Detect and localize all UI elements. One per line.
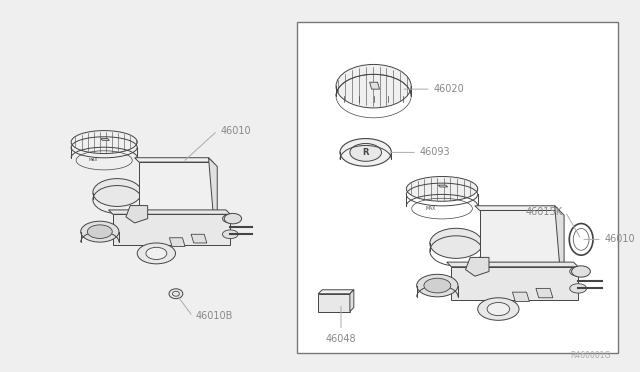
- Polygon shape: [318, 290, 354, 294]
- Ellipse shape: [336, 64, 411, 108]
- Polygon shape: [109, 210, 230, 214]
- Ellipse shape: [71, 131, 137, 154]
- Polygon shape: [318, 294, 350, 311]
- Polygon shape: [134, 158, 213, 162]
- Polygon shape: [465, 257, 489, 276]
- Ellipse shape: [93, 179, 141, 206]
- Text: R: R: [362, 148, 369, 157]
- Ellipse shape: [223, 214, 238, 223]
- Ellipse shape: [570, 267, 587, 276]
- Polygon shape: [536, 288, 553, 298]
- Text: 46010: 46010: [605, 234, 636, 244]
- Text: MAX: MAX: [88, 158, 98, 162]
- Polygon shape: [209, 158, 217, 214]
- Bar: [296, 22, 618, 353]
- Ellipse shape: [169, 289, 183, 299]
- Ellipse shape: [406, 176, 477, 201]
- Ellipse shape: [350, 144, 381, 161]
- Polygon shape: [479, 211, 559, 262]
- Ellipse shape: [81, 221, 119, 242]
- Ellipse shape: [477, 298, 519, 320]
- Ellipse shape: [424, 278, 451, 293]
- Polygon shape: [555, 206, 564, 267]
- Polygon shape: [139, 162, 213, 210]
- Ellipse shape: [146, 247, 167, 260]
- Ellipse shape: [340, 138, 392, 166]
- Text: 46015K: 46015K: [525, 207, 563, 217]
- Ellipse shape: [224, 214, 241, 224]
- Ellipse shape: [88, 225, 112, 238]
- Polygon shape: [170, 238, 185, 246]
- Ellipse shape: [430, 228, 483, 258]
- Text: 46048: 46048: [326, 334, 356, 344]
- Ellipse shape: [223, 230, 238, 238]
- Polygon shape: [447, 262, 578, 267]
- Text: 46093: 46093: [420, 147, 451, 157]
- Polygon shape: [438, 185, 447, 187]
- Polygon shape: [100, 139, 109, 140]
- Polygon shape: [451, 267, 578, 300]
- Text: R460001G: R460001G: [570, 351, 611, 360]
- Polygon shape: [475, 206, 559, 211]
- Ellipse shape: [570, 284, 587, 293]
- Polygon shape: [113, 214, 230, 245]
- Polygon shape: [370, 82, 380, 89]
- Ellipse shape: [572, 266, 590, 277]
- Text: 46010B: 46010B: [196, 311, 233, 321]
- Text: 46020: 46020: [434, 84, 465, 94]
- Text: 46010: 46010: [220, 126, 251, 136]
- Ellipse shape: [137, 243, 175, 264]
- Polygon shape: [126, 206, 148, 223]
- Polygon shape: [513, 292, 529, 302]
- Polygon shape: [350, 290, 354, 311]
- Text: MAX: MAX: [425, 206, 435, 211]
- Ellipse shape: [487, 302, 509, 315]
- Ellipse shape: [417, 274, 458, 297]
- Polygon shape: [191, 234, 207, 243]
